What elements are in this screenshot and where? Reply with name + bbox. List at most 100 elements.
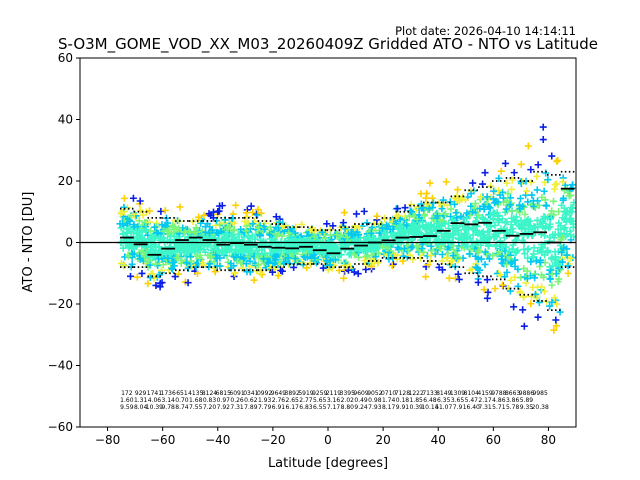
bin-stat-label: 0.49	[354, 397, 368, 404]
data-point	[491, 285, 499, 293]
data-point	[465, 250, 473, 258]
data-point	[163, 256, 171, 264]
data-point	[540, 213, 548, 221]
bin-stat-label: 10.14	[421, 404, 438, 411]
data-point	[368, 223, 376, 231]
data-point	[373, 212, 381, 220]
data-point	[436, 245, 444, 253]
data-point	[484, 288, 492, 296]
data-point	[159, 234, 167, 242]
data-point	[495, 186, 503, 194]
bin-stat-label: 7.31	[230, 404, 244, 411]
data-point	[242, 260, 250, 268]
data-point	[481, 248, 489, 256]
x-tick-label: −80	[95, 433, 120, 447]
data-point	[371, 245, 379, 253]
data-point	[350, 224, 358, 232]
bin-stat-label: 4159	[477, 390, 492, 397]
data-point	[541, 287, 549, 295]
data-point	[566, 227, 574, 235]
data-point	[230, 219, 238, 227]
data-point	[281, 222, 289, 230]
data-point	[255, 250, 263, 258]
data-point	[146, 261, 154, 269]
data-point	[303, 264, 311, 272]
data-point	[260, 255, 268, 263]
bin-stat-label: 1.93	[258, 397, 272, 404]
data-point	[511, 218, 519, 226]
data-point	[548, 270, 556, 278]
data-point	[552, 322, 560, 330]
data-point	[194, 247, 202, 255]
data-point	[176, 203, 184, 211]
data-point	[207, 254, 215, 262]
data-point	[564, 262, 572, 270]
data-point	[566, 209, 574, 217]
data-point	[139, 211, 147, 219]
data-point	[495, 211, 503, 219]
data-point	[440, 231, 448, 239]
data-point	[503, 268, 511, 276]
data-point	[409, 221, 417, 229]
data-point	[447, 259, 455, 267]
data-point	[496, 237, 504, 245]
data-point	[490, 216, 498, 224]
bin-stat-label: 20.38	[532, 404, 549, 411]
data-point	[296, 235, 304, 243]
data-point	[378, 224, 386, 232]
data-point	[535, 298, 543, 306]
data-point	[521, 210, 529, 218]
data-point	[271, 253, 279, 261]
data-point	[502, 205, 510, 213]
data-point	[548, 207, 556, 215]
bin-stat-label: 0.39	[409, 404, 423, 411]
data-point	[146, 274, 154, 282]
data-point	[477, 255, 485, 263]
bin-stat-label: 0710	[381, 390, 396, 397]
bin-stat-label: 7.92	[217, 404, 231, 411]
bin-stat-label: 172	[121, 390, 133, 397]
data-point	[529, 250, 537, 258]
data-point	[441, 220, 449, 228]
data-point	[213, 254, 221, 262]
bin-stat-label: 8124	[202, 390, 217, 397]
bin-stat-label: 1.68	[189, 397, 203, 404]
data-point	[172, 237, 180, 245]
data-point	[213, 246, 221, 254]
data-point	[388, 262, 396, 270]
data-point	[362, 253, 370, 261]
data-point	[261, 225, 269, 233]
data-point	[540, 187, 548, 195]
data-point	[329, 255, 337, 263]
data-point	[248, 263, 256, 271]
data-point	[561, 224, 569, 232]
data-point	[533, 172, 541, 180]
data-point	[292, 256, 300, 264]
y-tick-label: 0	[65, 236, 73, 250]
data-point	[490, 234, 498, 242]
data-point	[509, 225, 517, 233]
bin-stat-label: 8.17	[382, 404, 396, 411]
bin-stat-label: 7.79	[258, 404, 272, 411]
data-point	[196, 254, 204, 262]
data-point	[554, 156, 562, 164]
data-point	[159, 261, 167, 269]
data-point	[138, 269, 146, 277]
data-point	[135, 217, 143, 225]
data-point	[497, 167, 505, 175]
data-point	[367, 263, 375, 271]
data-point	[340, 209, 348, 217]
data-point	[238, 248, 246, 256]
data-point	[350, 268, 358, 276]
data-point	[408, 229, 416, 237]
data-point	[392, 212, 400, 220]
data-point	[568, 217, 576, 225]
bin-stat-label: 2.02	[341, 397, 355, 404]
y-tick-label: 40	[58, 113, 73, 127]
data-point	[469, 231, 477, 239]
x-tick-label: 20	[375, 433, 390, 447]
data-point	[175, 270, 183, 278]
data-point	[275, 218, 283, 226]
data-point	[499, 194, 507, 202]
data-point	[461, 196, 469, 204]
